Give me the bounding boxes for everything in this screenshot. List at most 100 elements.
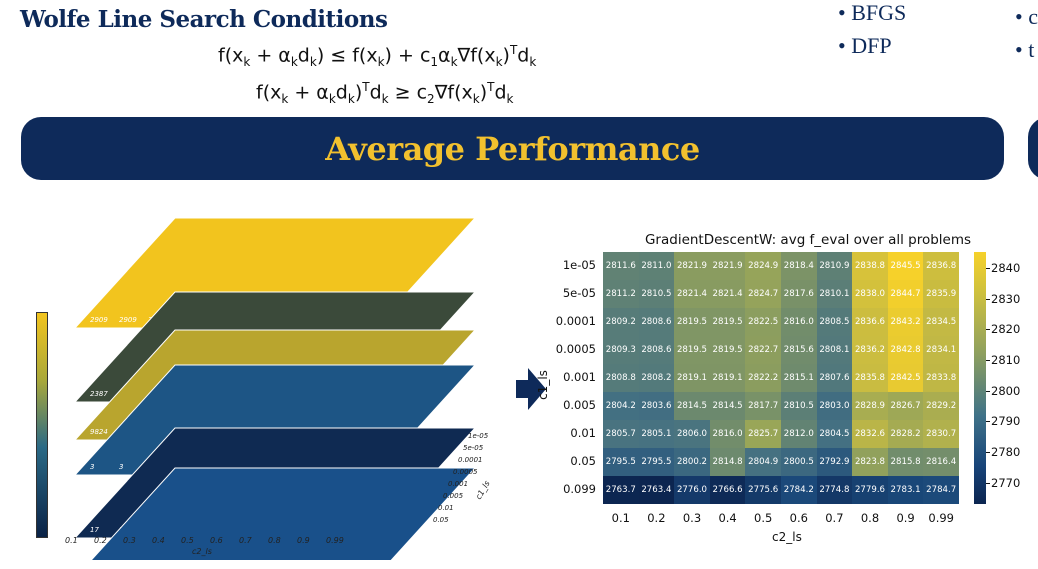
heatmap-xtick-label: 0.6 (789, 511, 808, 525)
heatmap-cell: 2817.6 (780, 280, 817, 308)
heatmap-cell: 2835.9 (923, 280, 959, 308)
heatmap-cell: 2821.9 (674, 252, 710, 280)
heatmap-cell: 2776.0 (674, 476, 710, 504)
heatmap-cell: 2838.0 (852, 280, 888, 308)
heatmap-xlabel: c2_ls (772, 530, 802, 544)
heatmap-cell: 2784.7 (923, 476, 959, 504)
heatmap-cell: 2810.5 (780, 392, 817, 420)
stack-ylabel: c1_ls (474, 479, 492, 501)
heatmap-cell: 2818.4 (780, 252, 817, 280)
heatmap-cell: 2815.6 (780, 336, 817, 364)
heatmap-xtick-label: 0.7 (825, 511, 844, 525)
heatmap-colorbar-tick: 2840 (985, 260, 1021, 275)
heatmap-cell: 2845.5 (887, 252, 924, 280)
heatmap-cell: 2808.6 (638, 308, 675, 336)
heatmap-cell: 2838.8 (852, 252, 888, 280)
stack-xtick-label: 0.1 (65, 536, 78, 545)
heatmap-cell: 2819.1 (674, 364, 710, 392)
stack-xtick-label: 0.7 (239, 536, 253, 545)
heatmap-cell: 2806.0 (674, 420, 710, 448)
heatmap-colorbar-tick: 2810 (985, 352, 1021, 367)
heatmap-cell: 2836.8 (923, 252, 959, 280)
method-item: c (1015, 4, 1038, 37)
stack-xtick-label: 0.4 (152, 536, 165, 545)
stack-layer-plane (90, 467, 477, 560)
heatmap-cell: 2829.2 (923, 392, 959, 420)
stack-layer: 127127127127127127127127127127 (90, 467, 477, 560)
method-list: BFGS DFP (838, 0, 906, 66)
heatmap-cell: 2810.9 (816, 252, 853, 280)
heatmap-cell: 2835.8 (852, 364, 888, 392)
heatmap-cell: 2808.1 (816, 336, 853, 364)
heatmap-cell: 2763.7 (603, 476, 639, 504)
stack-cell-label: 17 (90, 526, 99, 534)
method-item: t (1015, 37, 1038, 70)
stack-cell-label: 9824 (90, 428, 108, 436)
heatmap-ytick-label: 0.05 (570, 454, 596, 468)
heatmap-ytick-label: 0.099 (563, 482, 596, 496)
heatmap-colorbar-tick: 2800 (985, 383, 1021, 398)
heatmap-xtick-label: 0.9 (896, 511, 915, 525)
method-item: BFGS (838, 0, 906, 33)
heatmap-cell: 2774.8 (816, 476, 853, 504)
heatmap-ytick-label: 0.001 (563, 370, 596, 384)
heatmap-cell: 2834.1 (923, 336, 959, 364)
heatmap-cell: 2821.4 (674, 280, 710, 308)
heatmap-cell: 2779.6 (852, 476, 888, 504)
heatmap-xtick-label: 0.99 (928, 511, 954, 525)
stack-ytick-label: 0.01 (438, 504, 454, 512)
heatmap-xtick-label: 0.3 (682, 511, 702, 525)
heatmap-ytick-label: 0.01 (570, 426, 596, 440)
stack-ytick-label: 1e-05 (468, 432, 489, 440)
stack-ytick-label: 0.001 (448, 480, 468, 488)
stack-xtick-label: 0.6 (210, 536, 223, 545)
stack-ytick-label: 0.005 (443, 492, 464, 500)
heatmap-cell: 2826.7 (887, 392, 924, 420)
heatmap-cell: 2808.2 (638, 364, 675, 392)
heatmap-ytick-label: 0.0005 (555, 342, 596, 356)
heatmap-cell: 2814.5 (674, 392, 710, 420)
stack-cell-label: 2909 (119, 316, 137, 324)
heatmap-cell: 2834.5 (923, 308, 959, 336)
stack-xtick-label: 0.8 (268, 536, 281, 545)
heatmap-cell: 2819.5 (709, 336, 746, 364)
heatmap-cell: 2836.2 (852, 336, 888, 364)
heatmap-cell: 2763.4 (638, 476, 675, 504)
heatmap-cell: 2825.7 (745, 420, 781, 448)
stacked-heatmap-figure: 2909290929092909290929092909290929092909… (65, 217, 492, 560)
heatmap-xtick-label: 0.1 (611, 511, 630, 525)
heatmap-colorbar-tick: 2770 (985, 475, 1021, 490)
heatmap-cell: 2819.5 (709, 308, 746, 336)
stack-xlabel: c2_ls (192, 547, 212, 556)
heatmap-cell: 2821.9 (709, 252, 746, 280)
heatmap-cell: 2842.8 (887, 336, 924, 364)
stack-ytick-label: 0.0005 (453, 468, 478, 476)
heatmap-cell: 2810.1 (816, 280, 853, 308)
heatmap-colorbar-tick: 2830 (985, 291, 1021, 306)
heatmap-colorbar-tick: 2820 (985, 322, 1021, 337)
heatmap-cell: 2809.2 (603, 308, 639, 336)
heatmap-cell: 2828.9 (852, 392, 888, 420)
heatmap-cell: 2815.1 (780, 364, 817, 392)
heatmap-cell: 2823.8 (852, 448, 888, 476)
heatmap-cell: 2808.6 (638, 336, 675, 364)
heatmap-grid: 2811.6 2811.0 2821.9 2821.9 2824.9 2818.4 2810… (603, 252, 959, 504)
section-banner-cropped (1028, 117, 1038, 180)
stack-xtick-label: 0.2 (94, 536, 107, 545)
heatmap-xtick-label: 0.2 (647, 511, 666, 525)
heatmap-cell: 2819.1 (709, 364, 746, 392)
heatmap-title: GradientDescentW: avg f_eval over all pr… (644, 232, 972, 248)
wolfe-title: Wolfe Line Search Conditions (20, 6, 388, 33)
heatmap-cell: 2828.2 (887, 420, 924, 448)
heatmap-cell: 2766.6 (709, 476, 746, 504)
heatmap-cell: 2804.5 (816, 420, 853, 448)
heatmap-cell: 2810.5 (638, 280, 675, 308)
stack-ytick-label: 0.05 (433, 516, 449, 524)
heatmap-cell: 2811.2 (603, 280, 639, 308)
heatmap-cell: 2811.6 (603, 252, 639, 280)
right-arrow-icon (516, 368, 546, 410)
heatmap-cell: 2822.2 (745, 364, 781, 392)
curvature-condition-equation: f(xk + αkdk)Tdk ≥ c2∇f(xk)Tdk (256, 80, 514, 107)
stack-cell-label: 3 (119, 463, 123, 471)
heatmap-cell: 2832.6 (852, 420, 888, 448)
